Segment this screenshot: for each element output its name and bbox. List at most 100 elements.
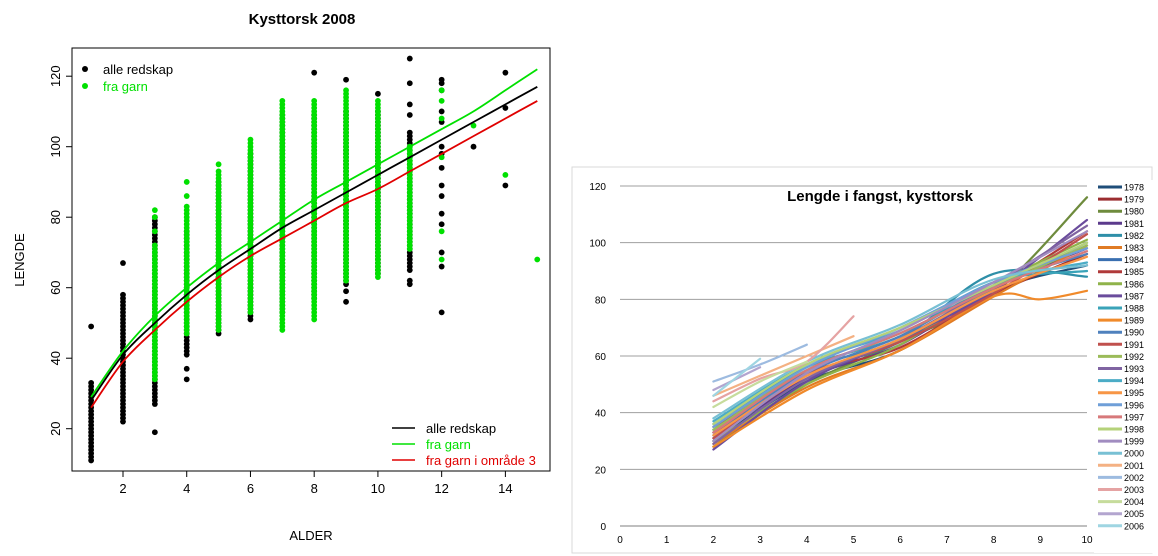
point-fra-garn (502, 172, 509, 178)
x-tick-label: 12 (434, 481, 448, 496)
legend-label-1982: 1982 (1124, 231, 1144, 241)
point-alle-redskap (406, 55, 413, 62)
series-line-2000 (712, 264, 1089, 420)
series-line-1989 (712, 289, 1089, 448)
legend-label-1990: 1990 (1124, 328, 1144, 338)
point-alle-redskap (406, 277, 413, 284)
x-tick-label: 7 (944, 535, 950, 546)
x-tick-label: 6 (247, 481, 254, 496)
series-lines (712, 196, 1089, 451)
x-tick-label: 6 (897, 535, 903, 546)
point-fra-garn (183, 203, 190, 210)
x-axis-label: ALDER (289, 528, 332, 543)
point-fra-garn (438, 97, 445, 104)
legend-marker-fra-garn (82, 83, 88, 89)
point-fra-garn (534, 256, 541, 263)
point-alle-redskap (183, 365, 190, 372)
legend-label-1994: 1994 (1124, 376, 1144, 386)
point-fra-garn (438, 256, 445, 263)
y-tick-label: 120 (48, 65, 63, 87)
legend-label-1988: 1988 (1124, 304, 1144, 314)
y-axis-label: LENGDE (12, 233, 27, 287)
curve-fra-garn (90, 68, 538, 398)
point-fra-garn (151, 242, 158, 249)
point-fra-garn (438, 87, 445, 94)
point-alle-redskap (343, 76, 349, 83)
y-tick-label: 20 (595, 465, 607, 476)
legend-points: alle redskap fra garn (82, 62, 173, 94)
legend-lines: alle redskap fra garn fra garn i område … (392, 421, 536, 468)
chart-title: Lengde i fangst, kysttorsk (787, 188, 974, 205)
point-fra-garn (183, 193, 190, 199)
point-fra-garn (438, 154, 445, 161)
point-alle-redskap (502, 182, 509, 189)
point-alle-redskap (438, 193, 445, 199)
point-fra-garn (151, 207, 158, 214)
legend: 1978 1979 1980 1981 1982 1983 1984 1985 1986 1987… (1094, 180, 1154, 553)
point-alle-redskap (438, 221, 445, 228)
plot-frame (71, 47, 551, 472)
point-fra-garn (343, 87, 349, 94)
legend-label-1999: 1999 (1124, 437, 1144, 447)
point-fra-garn (470, 122, 477, 129)
x-tick-label: 4 (804, 535, 810, 546)
point-fra-garn (438, 115, 445, 122)
chart-kysttorsk-2008: Kysttorsk 2008 2 4 6 8 10 12 1420406080100120 … (12, 11, 551, 543)
point-alle-redskap (438, 76, 445, 83)
point-alle-redskap (502, 69, 509, 76)
x-tick-label: 8 (991, 535, 997, 546)
series-line-1998 (712, 241, 1089, 426)
point-alle-redskap (438, 164, 445, 171)
point-alle-redskap (343, 298, 349, 305)
legend-label-fra-garn: fra garn (103, 79, 148, 94)
point-alle-redskap (406, 80, 413, 87)
legend-label-2001: 2001 (1124, 461, 1144, 471)
point-alle-redskap (151, 429, 158, 436)
legend-label-1991: 1991 (1124, 340, 1144, 350)
point-alle-redskap (438, 263, 445, 270)
legend-label-line-fra-garn-omrade-3: fra garn i område 3 (426, 453, 536, 468)
axis-ticks: 0 20 40 60 80 100 120 0 1 2 3 4 5 6 7 8 9 10 (589, 182, 1093, 546)
x-tick-label: 10 (371, 481, 385, 496)
point-alle-redskap (120, 260, 126, 266)
y-tick-label: 40 (48, 351, 63, 365)
point-alle-redskap (375, 90, 381, 97)
point-alle-redskap (502, 105, 509, 111)
x-tick-label: 10 (1081, 535, 1093, 546)
curve-alle-redskap (90, 86, 538, 402)
x-tick-label: 9 (1038, 535, 1044, 546)
point-fra-garn (247, 136, 254, 143)
legend-label-1983: 1983 (1124, 243, 1144, 253)
x-tick-label: 14 (498, 481, 512, 496)
x-tick-label: 0 (617, 535, 623, 546)
point-fra-garn (279, 97, 286, 104)
point-fra-garn (183, 179, 190, 185)
legend-label-1998: 1998 (1124, 425, 1144, 435)
legend-label-1978: 1978 (1124, 183, 1144, 193)
x-tick-label: 2 (711, 535, 717, 546)
point-alle-redskap (438, 210, 445, 217)
legend-label-1997: 1997 (1124, 412, 1144, 422)
legend-label-1985: 1985 (1124, 267, 1144, 277)
y-tick-label: 60 (48, 280, 63, 294)
legend-label-1986: 1986 (1124, 279, 1144, 289)
point-alle-redskap (343, 288, 349, 295)
point-alle-redskap (311, 69, 318, 76)
series-line-2002 (712, 343, 808, 383)
point-fra-garn (215, 161, 222, 168)
point-alle-redskap (438, 108, 445, 115)
point-alle-redskap (438, 143, 445, 150)
point-fra-garn (151, 214, 158, 221)
legend-label-1992: 1992 (1124, 352, 1144, 362)
legend-label-line-fra-garn: fra garn (426, 437, 471, 452)
series-line-2004 (712, 360, 808, 409)
legend-label-1981: 1981 (1124, 219, 1144, 229)
point-fra-garn (375, 97, 381, 104)
series-line-1997 (712, 250, 1089, 434)
legend-label-1996: 1996 (1124, 400, 1144, 410)
y-tick-label: 40 (595, 409, 607, 420)
y-tick-label: 120 (589, 182, 606, 193)
point-fra-garn (438, 228, 445, 235)
point-fra-garn (151, 228, 158, 235)
